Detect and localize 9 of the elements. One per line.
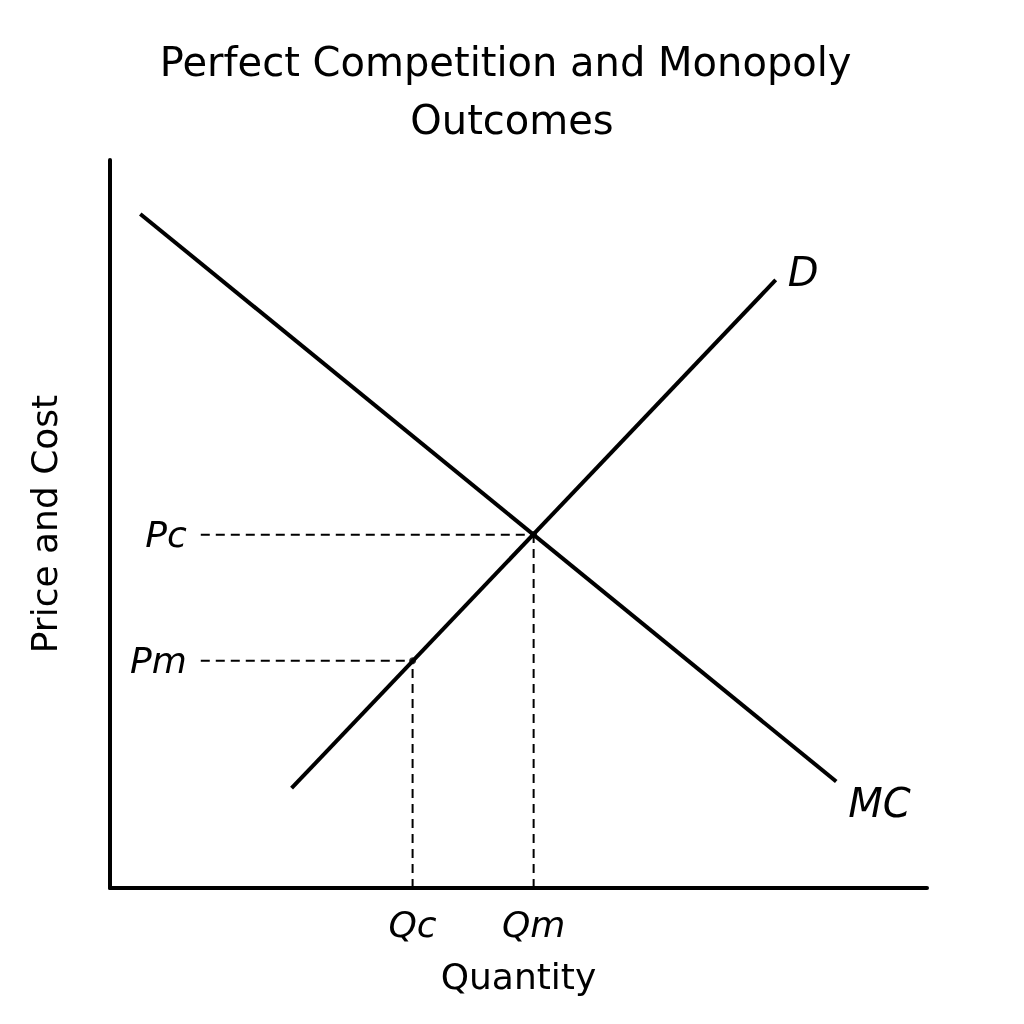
chart-title: Perfect Competition and Monopoly Outcomes xyxy=(159,39,865,143)
x-tick-label: Qc xyxy=(388,903,437,945)
y-axis-title: Price and Cost xyxy=(23,394,65,654)
series-label: D xyxy=(787,248,819,295)
x-tick-label: Qm xyxy=(501,903,566,945)
series-label: Pc xyxy=(145,514,187,556)
series-label: MC xyxy=(848,780,911,827)
series-label: Pm xyxy=(130,640,187,682)
x-axis-title: Quantity xyxy=(440,955,597,997)
